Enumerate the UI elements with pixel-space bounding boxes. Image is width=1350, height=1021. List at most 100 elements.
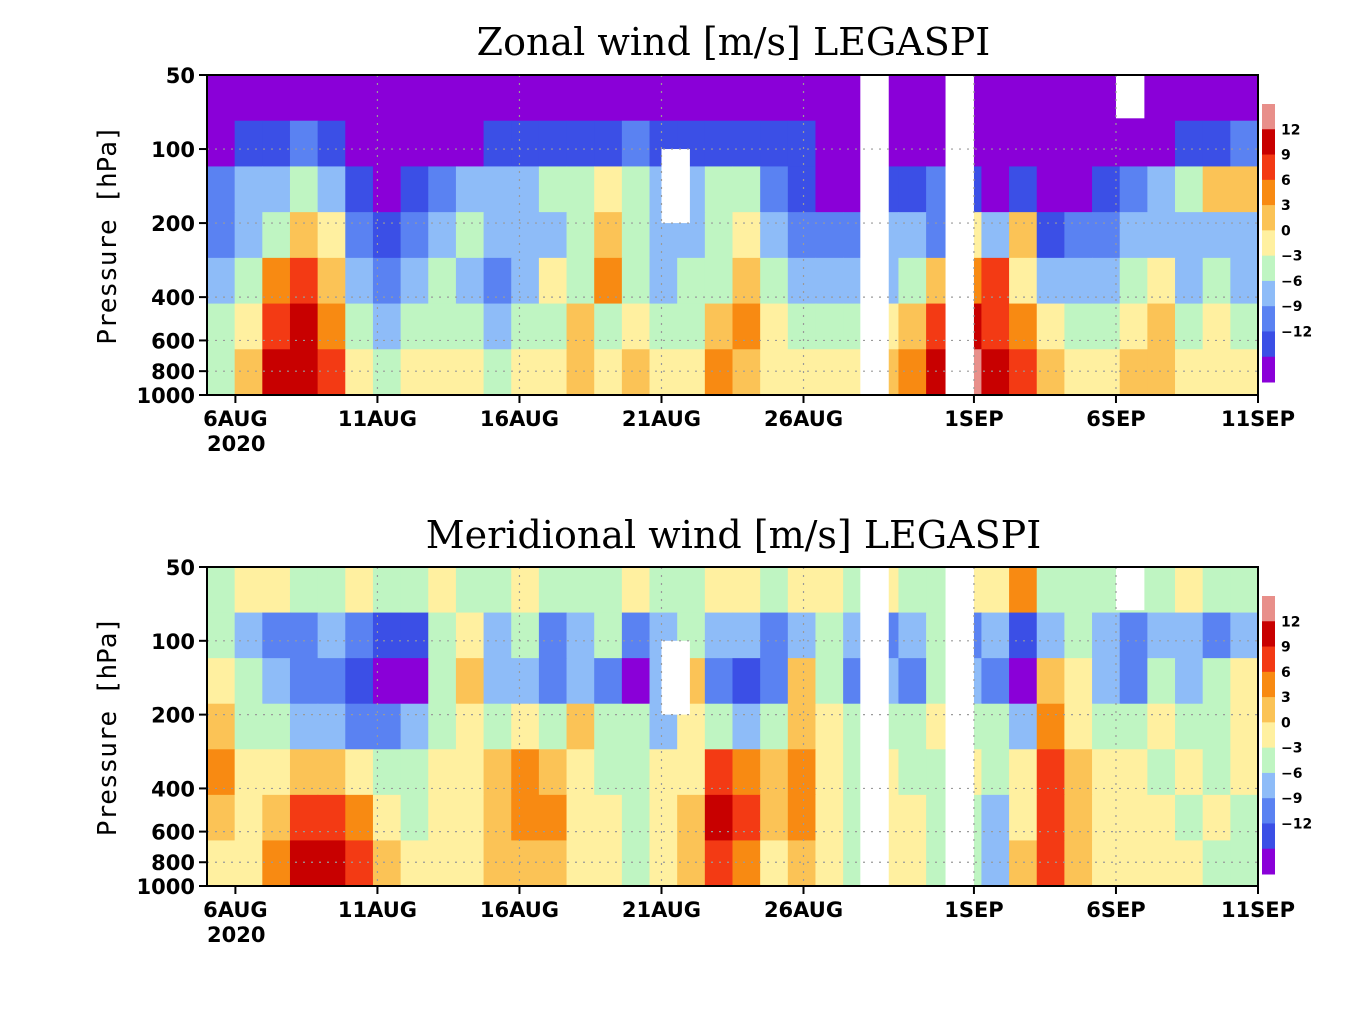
heatmap-cell xyxy=(898,840,927,887)
heatmap-cell xyxy=(1064,75,1093,122)
missing-data-gap xyxy=(661,149,690,224)
heatmap-cell xyxy=(898,794,927,842)
x-tick-label: 26AUG xyxy=(764,407,843,431)
heatmap-cell xyxy=(289,166,319,213)
colorbar-swatch xyxy=(1262,747,1275,774)
heatmap-cell xyxy=(1064,303,1093,350)
heatmap-cell xyxy=(455,166,485,213)
heatmap-cell xyxy=(732,658,761,705)
x-tick-label: 11AUG xyxy=(338,407,417,431)
heatmap-cell xyxy=(760,166,789,213)
heatmap-cell xyxy=(483,166,512,213)
heatmap-cell xyxy=(511,349,540,396)
heatmap-cell xyxy=(483,349,512,396)
heatmap-cell xyxy=(483,75,512,122)
heatmap-cell xyxy=(455,257,485,305)
heatmap-cell xyxy=(455,303,485,350)
heatmap-cell xyxy=(1175,166,1204,213)
heatmap-cell xyxy=(262,166,291,213)
heatmap-cell xyxy=(815,749,844,796)
heatmap-cell xyxy=(428,703,457,750)
heatmap-cell xyxy=(1147,212,1176,259)
heatmap-cell xyxy=(345,658,374,705)
heatmap-cell xyxy=(594,612,623,659)
x-tick-label: 1SEP xyxy=(944,407,1003,431)
heatmap-cell xyxy=(594,257,623,305)
heatmap-cell xyxy=(1064,212,1093,259)
heatmap-cell xyxy=(566,567,595,614)
heatmap-cell xyxy=(677,840,706,887)
chart-title: Meridional wind [m/s] LEGASPI xyxy=(426,513,1041,557)
heatmap-cell xyxy=(760,749,789,796)
heatmap-cell xyxy=(289,658,319,705)
heatmap-cell xyxy=(234,658,263,705)
heatmap-cell xyxy=(289,257,319,305)
y-tick-label: 1000 xyxy=(137,384,195,408)
heatmap-cell xyxy=(1147,567,1176,614)
heatmap-cell xyxy=(1202,257,1231,305)
heatmap-cell xyxy=(1230,166,1259,213)
colorbar-label: 6 xyxy=(1281,665,1291,681)
heatmap-cell xyxy=(262,257,291,305)
heatmap-cell xyxy=(1230,567,1259,614)
heatmap-cell xyxy=(1230,703,1259,750)
heatmap-cell xyxy=(428,840,457,887)
x-tick-label: 21AUG xyxy=(622,898,701,922)
heatmap-cell xyxy=(1119,840,1148,887)
meridional-wind-panel: 6AUG 11AUG 16AUG 21AUG 26AUG 1SEP 6SEP 11SEP 202… xyxy=(93,513,1312,947)
colorbar-label: −3 xyxy=(1281,249,1302,265)
heatmap-cell xyxy=(372,120,402,168)
heatmap-cell xyxy=(455,567,485,614)
heatmap-cell xyxy=(649,257,678,305)
heatmap-cell xyxy=(428,612,457,659)
heatmap-cell xyxy=(621,257,651,305)
heatmap-cell xyxy=(760,567,789,614)
heatmap-cell xyxy=(566,303,595,350)
heatmap-cell xyxy=(1092,303,1121,350)
heatmap-cell xyxy=(1009,840,1038,887)
heatmap-cell xyxy=(1147,658,1176,705)
heatmap-cell xyxy=(1202,75,1231,122)
heatmap-cell xyxy=(483,703,512,750)
heatmap-cell xyxy=(594,303,623,350)
heatmap-cell xyxy=(234,212,263,259)
heatmap-cell xyxy=(1064,166,1093,213)
heatmap-cell xyxy=(732,303,761,350)
heatmap-cell xyxy=(538,75,568,122)
heatmap-cell xyxy=(649,303,678,350)
heatmap-cell xyxy=(483,567,512,614)
x-tick-label: 16AUG xyxy=(480,898,559,922)
heatmap-cell xyxy=(621,212,651,259)
heatmap-cell xyxy=(621,703,651,750)
heatmap-cell xyxy=(1036,303,1065,350)
heatmap-cell xyxy=(594,658,623,705)
heatmap-cell xyxy=(566,794,595,842)
heatmap-cell xyxy=(787,349,817,396)
heatmap-cell xyxy=(1064,612,1093,659)
heatmap-cell xyxy=(345,257,374,305)
heatmap-cell xyxy=(760,794,789,842)
heatmap-cell xyxy=(538,794,568,842)
heatmap-cell xyxy=(1175,794,1204,842)
heatmap-cell xyxy=(621,658,651,705)
heatmap-cell xyxy=(234,75,263,122)
heatmap-cell xyxy=(815,349,844,396)
heatmap-cell xyxy=(981,658,1010,705)
heatmap-cell xyxy=(1009,303,1038,350)
colorbar-label: 0 xyxy=(1281,715,1291,731)
heatmap-cell xyxy=(704,303,734,350)
colorbar-label: −6 xyxy=(1281,766,1302,782)
heatmap-cell xyxy=(234,703,263,750)
y-tick-label: 1000 xyxy=(137,875,195,899)
heatmap-cell xyxy=(1092,257,1121,305)
y-tick-label: 100 xyxy=(151,138,195,162)
heatmap-cell xyxy=(428,349,457,396)
heatmap-cell xyxy=(262,612,291,659)
heatmap-cell xyxy=(981,749,1010,796)
heatmap-cell xyxy=(511,612,540,659)
heatmap-cell xyxy=(704,612,734,659)
heatmap-cell xyxy=(207,794,236,842)
heatmap-cell xyxy=(594,749,623,796)
heatmap-cell xyxy=(289,567,319,614)
heatmap-cell xyxy=(1230,349,1259,396)
